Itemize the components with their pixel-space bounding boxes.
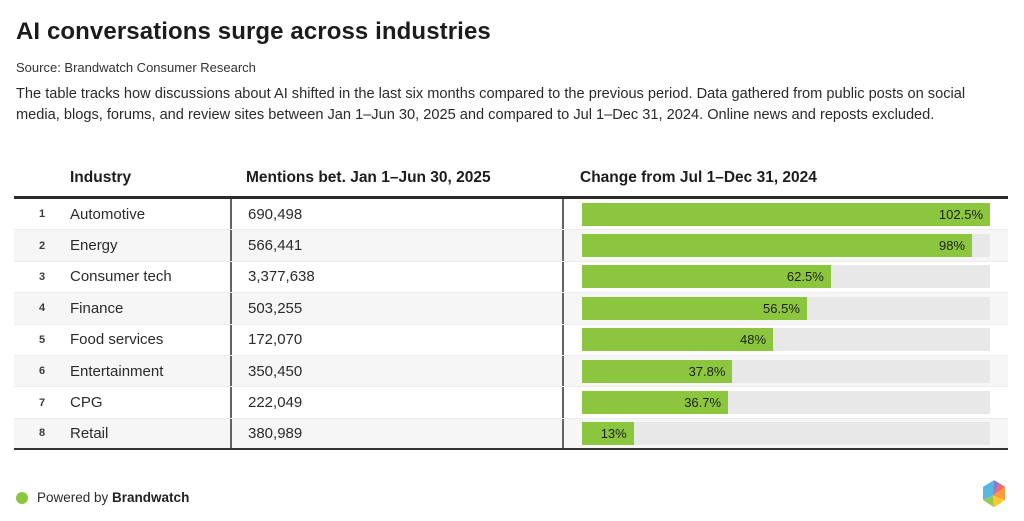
- change-bar: 102.5%: [582, 202, 990, 226]
- change-bar-label: 62.5%: [786, 269, 824, 285]
- table-row: 6 Entertainment 350,450 37.8%: [14, 355, 1008, 388]
- row-rank: 6: [38, 365, 46, 378]
- brand-name: Brandwatch: [112, 490, 190, 505]
- column-header-mentions: Mentions bet. Jan 1–Jun 30, 2025: [246, 169, 491, 186]
- change-bar: 36.7%: [582, 391, 729, 415]
- report-header: AI conversations surge across industries…: [0, 0, 1024, 125]
- change-bar-label: 36.7%: [684, 395, 722, 411]
- change-bar: 62.5%: [582, 265, 831, 289]
- brandwatch-hexagon-logo-icon: [983, 480, 1005, 508]
- mentions-cell: 3,377,638: [230, 261, 562, 293]
- change-cell: 62.5%: [562, 261, 1008, 293]
- change-bar-track: 98%: [582, 234, 990, 258]
- table-row: 4 Finance 503,255 56.5%: [14, 293, 1008, 325]
- industry-cell: Entertainment: [70, 362, 164, 380]
- page-title: AI conversations surge across industries: [16, 18, 491, 45]
- change-bar-track: 37.8%: [582, 359, 990, 383]
- change-bar-track: 102.5%: [582, 202, 990, 226]
- change-bar-label: 37.8%: [688, 363, 726, 379]
- change-bar-label: 56.5%: [763, 300, 800, 316]
- change-cell: 36.7%: [562, 387, 1008, 418]
- mentions-cell: 172,070: [230, 324, 562, 355]
- table-row: 2 Energy 566,441 98%: [14, 230, 1008, 262]
- change-cell: 56.5%: [562, 293, 1008, 324]
- change-cell: 98%: [562, 230, 1008, 261]
- change-cell: 48%: [562, 324, 1008, 355]
- row-rank: 7: [38, 396, 46, 409]
- change-bar: 13%: [582, 421, 634, 445]
- change-bar: 56.5%: [582, 296, 807, 320]
- change-cell: 102.5%: [562, 199, 1008, 230]
- table-row: 7 CPG 222,049 36.7%: [14, 387, 1008, 419]
- row-rank: 4: [38, 302, 46, 315]
- source-line: Source: Brandwatch Consumer Research: [16, 60, 256, 75]
- industry-cell: CPG: [70, 394, 103, 412]
- change-bar: 98%: [582, 234, 973, 258]
- change-bar-track: 62.5%: [582, 265, 990, 289]
- column-header-change: Change from Jul 1–Dec 31, 2024: [580, 169, 817, 186]
- table-row: 5 Food services 172,070 48%: [14, 324, 1008, 356]
- powered-by-label: Powered by: [37, 490, 113, 505]
- change-bar-track: 36.7%: [582, 391, 990, 415]
- industry-cell: Consumer tech: [70, 268, 172, 286]
- row-rank: 2: [38, 239, 46, 252]
- description-text: The table tracks how discussions about A…: [16, 86, 966, 123]
- table-body: 1 Automotive 690,498 102.5% 2 Energy 566…: [14, 199, 1008, 451]
- industry-cell: Retail: [70, 424, 109, 442]
- change-bar-label: 48%: [740, 332, 767, 348]
- industry-cell: Automotive: [70, 205, 146, 223]
- table-row: 1 Automotive 690,498 102.5%: [14, 199, 1008, 231]
- mentions-cell: 503,255: [230, 293, 562, 324]
- change-bar-track: 48%: [582, 328, 990, 352]
- brand-dot-icon: [16, 491, 28, 504]
- industry-cell: Food services: [70, 331, 164, 349]
- table-row: 3 Consumer tech 3,377,638 62.5%: [14, 261, 1008, 294]
- mentions-cell: 222,049: [230, 387, 562, 418]
- change-bar: 48%: [582, 328, 774, 352]
- mentions-cell: 350,450: [230, 355, 562, 387]
- mentions-cell: 380,989: [230, 418, 562, 449]
- powered-by-footer: Powered by Brandwatch: [16, 490, 189, 505]
- change-bar-track: 56.5%: [582, 296, 990, 320]
- change-cell: 13%: [562, 418, 1008, 449]
- industry-cell: Energy: [70, 237, 118, 255]
- table-header-row: Industry Mentions bet. Jan 1–Jun 30, 202…: [14, 169, 1008, 199]
- row-rank: 1: [38, 208, 46, 221]
- column-header-industry: Industry: [70, 169, 132, 186]
- change-bar-label: 13%: [600, 425, 627, 441]
- mentions-cell: 690,498: [230, 199, 562, 230]
- row-rank: 5: [38, 333, 46, 346]
- change-bar-track: 13%: [582, 421, 990, 445]
- change-bar-label: 102.5%: [938, 206, 983, 222]
- change-bar: 37.8%: [582, 359, 733, 383]
- change-cell: 37.8%: [562, 355, 1008, 387]
- industry-cell: Finance: [70, 299, 124, 317]
- row-rank: 3: [38, 270, 46, 283]
- industry-mentions-table: Industry Mentions bet. Jan 1–Jun 30, 202…: [14, 169, 1008, 451]
- row-rank: 8: [38, 427, 46, 440]
- mentions-cell: 566,441: [230, 230, 562, 261]
- table-row: 8 Retail 380,989 13%: [14, 418, 1008, 451]
- change-bar-label: 98%: [939, 238, 966, 254]
